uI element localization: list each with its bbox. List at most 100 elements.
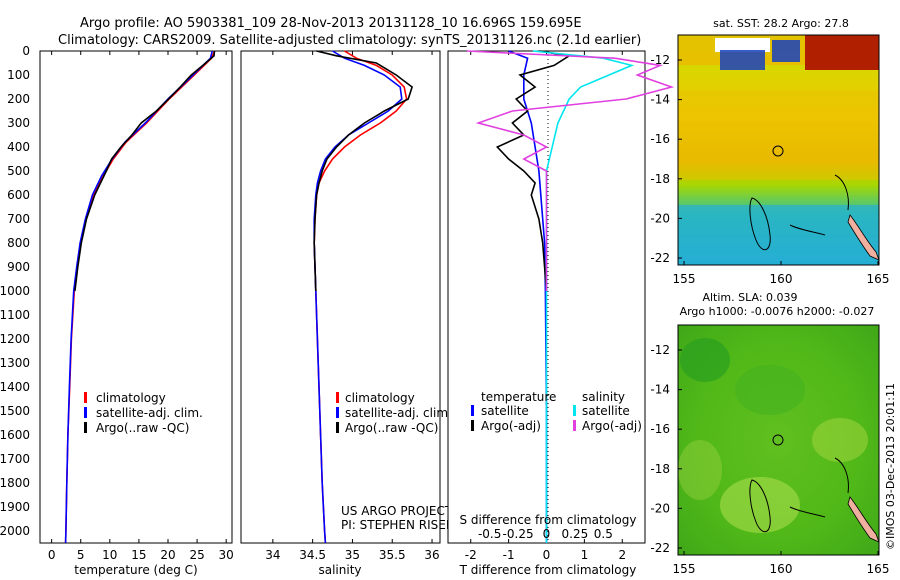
- depth-tick-label: 1500: [0, 404, 30, 418]
- map-x-tick-label: 165: [867, 562, 890, 576]
- series-line-argo: [74, 50, 216, 292]
- salinity-legend: climatology satellite-adj. clim. Argo(..…: [336, 391, 452, 435]
- coastline: [749, 197, 771, 250]
- sla-title-1: Altim. SLA: 0.039: [702, 291, 797, 304]
- project-label: US ARGO PROJECT: [341, 504, 453, 518]
- series-line-temperature-satellite: [508, 50, 548, 543]
- depth-tick-label: 500: [7, 164, 30, 178]
- s-tick-label: 0: [543, 527, 551, 541]
- s-tick-label: 0.5: [594, 527, 613, 541]
- map-x-tick-label: 165: [867, 272, 890, 286]
- sla-low: [680, 338, 730, 382]
- x-tick-label: 1: [581, 548, 589, 562]
- legend-label-climatology: climatology: [345, 391, 415, 405]
- sst-x-ticks: 155 160 165: [673, 261, 890, 286]
- s-difference-label: S difference from climatology: [460, 513, 637, 527]
- x-tick-label: 30: [219, 548, 234, 562]
- sst-hot-patch: [805, 35, 879, 70]
- map-x-tick-label: 155: [673, 562, 696, 576]
- x-tick-label: 5: [77, 548, 85, 562]
- depth-tick-label: 1700: [0, 452, 30, 466]
- legend-swatch-t-satellite: [471, 405, 474, 416]
- depth-tick-label: 1400: [0, 380, 30, 394]
- depth-tick-label: 700: [7, 212, 30, 226]
- difference-xlabel: T difference from climatology: [459, 563, 637, 577]
- land: [847, 214, 880, 261]
- sla-x-ticks: 155 160 165: [673, 551, 890, 576]
- depth-tick-label: 1000: [0, 284, 30, 298]
- argo-location-marker: [772, 145, 784, 157]
- legend-label-satellite: satellite-adj. clim.: [96, 406, 203, 420]
- x-tick-label: 25: [189, 548, 204, 562]
- map-x-tick-label: 160: [770, 272, 793, 286]
- legend-title-salinity: salinity: [582, 390, 625, 404]
- land: [847, 496, 880, 543]
- legend-swatch-argo: [84, 422, 87, 433]
- legend-swatch-s-argo: [573, 420, 576, 431]
- map-y-tick-label: -20: [650, 211, 670, 225]
- map-y-tick-label: -22: [650, 541, 670, 555]
- sla-y-ticks: -12 -14 -16 -18 -20 -22: [650, 343, 682, 555]
- temperature-xlabel: temperature (deg C): [74, 563, 197, 577]
- x-tick-label: 34.5: [299, 548, 326, 562]
- depth-tick-label: 400: [7, 140, 30, 154]
- temperature-legend: climatology satellite-adj. clim. Argo(..…: [84, 391, 203, 435]
- depth-tick-label: 1200: [0, 332, 30, 346]
- depth-tick-label: 1900: [0, 500, 30, 514]
- sla-title-2: Argo h1000: -0.0076 h2000: -0.027: [680, 305, 875, 318]
- difference-legend: temperature satellite Argo(-adj) salinit…: [471, 390, 642, 433]
- salinity-frame: [240, 50, 441, 544]
- legend-label-satellite: satellite-adj. clim.: [345, 406, 452, 420]
- x-tick-label: 2: [618, 548, 626, 562]
- sst-cool-patch: [720, 50, 765, 70]
- sst-frame: [677, 34, 880, 266]
- x-tick-label: 20: [160, 548, 175, 562]
- legend-label-climatology: climatology: [96, 391, 166, 405]
- x-tick-label: -1: [503, 548, 515, 562]
- header-line-2: Climatology: CARS2009. Satellite-adjuste…: [58, 33, 641, 48]
- series-line-argo: [313, 50, 414, 292]
- depth-tick-label: 0: [22, 44, 30, 58]
- sst-cool-patch-2: [772, 40, 800, 62]
- map-y-tick-label: -14: [650, 93, 670, 107]
- coastline-2: [789, 457, 849, 518]
- map-y-tick-label: -12: [650, 343, 670, 357]
- difference-lines: [466, 50, 675, 543]
- map-y-tick-label: -12: [650, 53, 670, 67]
- x-tick-label: 0: [543, 548, 551, 562]
- sst-south-band: [678, 205, 879, 265]
- map-y-tick-label: -14: [650, 383, 670, 397]
- depth-tick-label: 200: [7, 92, 30, 106]
- series-line-temperature-argo-adj-: [495, 50, 572, 292]
- x-tick-label: 35.5: [379, 548, 406, 562]
- map-x-tick-label: 160: [770, 562, 793, 576]
- legend-label-argo: Argo(..raw -QC): [96, 421, 189, 435]
- map-y-tick-label: -20: [650, 501, 670, 515]
- x-tick-label: 35: [345, 548, 360, 562]
- x-tick-label: 0: [48, 548, 56, 562]
- legend-label-argo: Argo(..raw -QC): [345, 421, 438, 435]
- legend-swatch-s-satellite: [573, 405, 576, 416]
- map-y-tick-label: -16: [650, 132, 670, 146]
- x-tick-label: 10: [102, 548, 117, 562]
- argo-location-marker: [772, 434, 784, 446]
- temperature-lines: [64, 50, 216, 544]
- sla-low-2: [735, 365, 805, 415]
- salinity-lines: [313, 50, 414, 544]
- salinity-xlabel: salinity: [318, 563, 361, 577]
- imos-credit: ©IMOS 03-Dec-2013 20:01:11: [884, 383, 897, 550]
- temperature-panel: 0 5 10 15 20 25 30 temperature (deg C) climato…: [39, 50, 234, 577]
- depth-tick-label: 1300: [0, 356, 30, 370]
- s-tick-label: -0.25: [503, 527, 534, 541]
- legend-swatch-satellite: [84, 407, 87, 418]
- x-tick-label: 15: [131, 548, 146, 562]
- sla-high-2: [812, 418, 868, 462]
- map-y-tick-label: -16: [650, 422, 670, 436]
- legend-swatch-satellite: [336, 407, 339, 418]
- depth-tick-label: 100: [7, 68, 30, 82]
- map-y-tick-label: -22: [650, 251, 670, 265]
- series-line-satellite-adj-clim-: [313, 50, 403, 544]
- depth-tick-label: 1100: [0, 308, 30, 322]
- sla-map: Altim. SLA: 0.039 Argo h1000: -0.0076 h2…: [650, 291, 889, 576]
